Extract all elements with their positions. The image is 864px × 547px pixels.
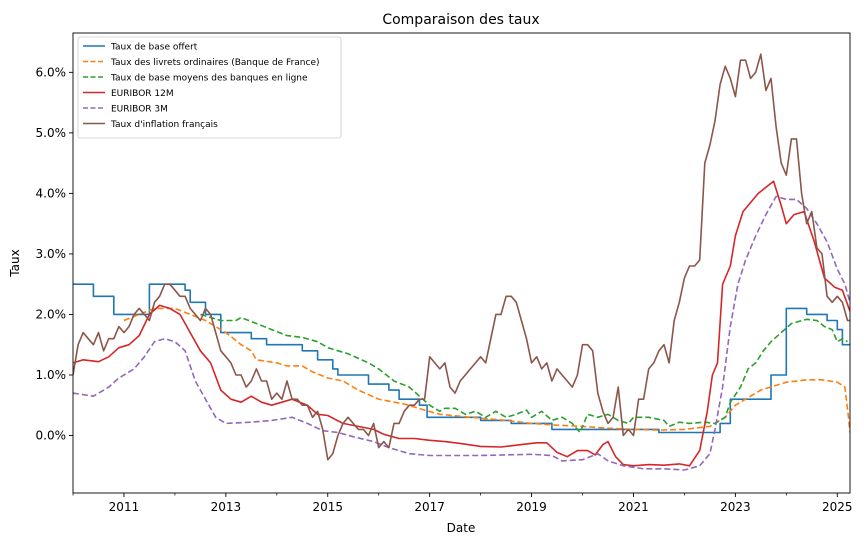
y-axis: 0.0% 1.0% 2.0% 3.0% 4.0% 5.0% 6.0% (36, 65, 73, 443)
series-line-1 (73, 283, 850, 434)
y-tick-label: 6.0% (36, 65, 67, 79)
series-layer (73, 53, 850, 471)
legend-label: EURIBOR 12M (111, 89, 174, 99)
legend-box (77, 36, 342, 139)
legend-label: EURIBOR 3M (111, 105, 168, 115)
y-tick-label: 3.0% (36, 247, 67, 261)
x-tick-label: 2019 (516, 500, 547, 514)
x-axis: 2011 2013 2015 2017 2019 2021 2023 2025 (72, 493, 853, 514)
series-line-2 (123, 307, 850, 433)
y-axis-label: Taux (8, 249, 22, 277)
x-tick-label: 2015 (312, 500, 343, 514)
x-tick-label: 2023 (720, 500, 751, 514)
x-tick-label: 2017 (414, 500, 445, 514)
y-tick-label: 0.0% (36, 429, 67, 443)
x-tick-label: 2013 (211, 500, 242, 514)
legend-label: Taux de base offert (110, 43, 198, 53)
legend-label: Taux de base moyens des banques en ligne (110, 74, 308, 84)
y-tick-label: 4.0% (36, 186, 67, 200)
plot-frame (72, 32, 851, 494)
x-tick-label: 2021 (618, 500, 649, 514)
y-tick-label: 2.0% (36, 307, 67, 321)
x-tick-label: 2011 (109, 500, 140, 514)
series-line-6 (73, 53, 850, 461)
legend-label: Taux des livrets ordinaires (Banque de F… (110, 58, 320, 68)
y-tick-label: 1.0% (36, 368, 67, 382)
series-line-5 (73, 195, 850, 471)
series-line-4 (73, 180, 850, 467)
y-tick-label: 5.0% (36, 126, 67, 140)
chart-title: Comparaison des taux (382, 12, 539, 28)
x-axis-label: Date (447, 521, 476, 535)
legend: Taux de base offert Taux des livrets ordi… (77, 36, 342, 139)
legend-label: Taux d'inflation français (110, 120, 218, 130)
x-tick-label: 2025 (822, 500, 853, 514)
